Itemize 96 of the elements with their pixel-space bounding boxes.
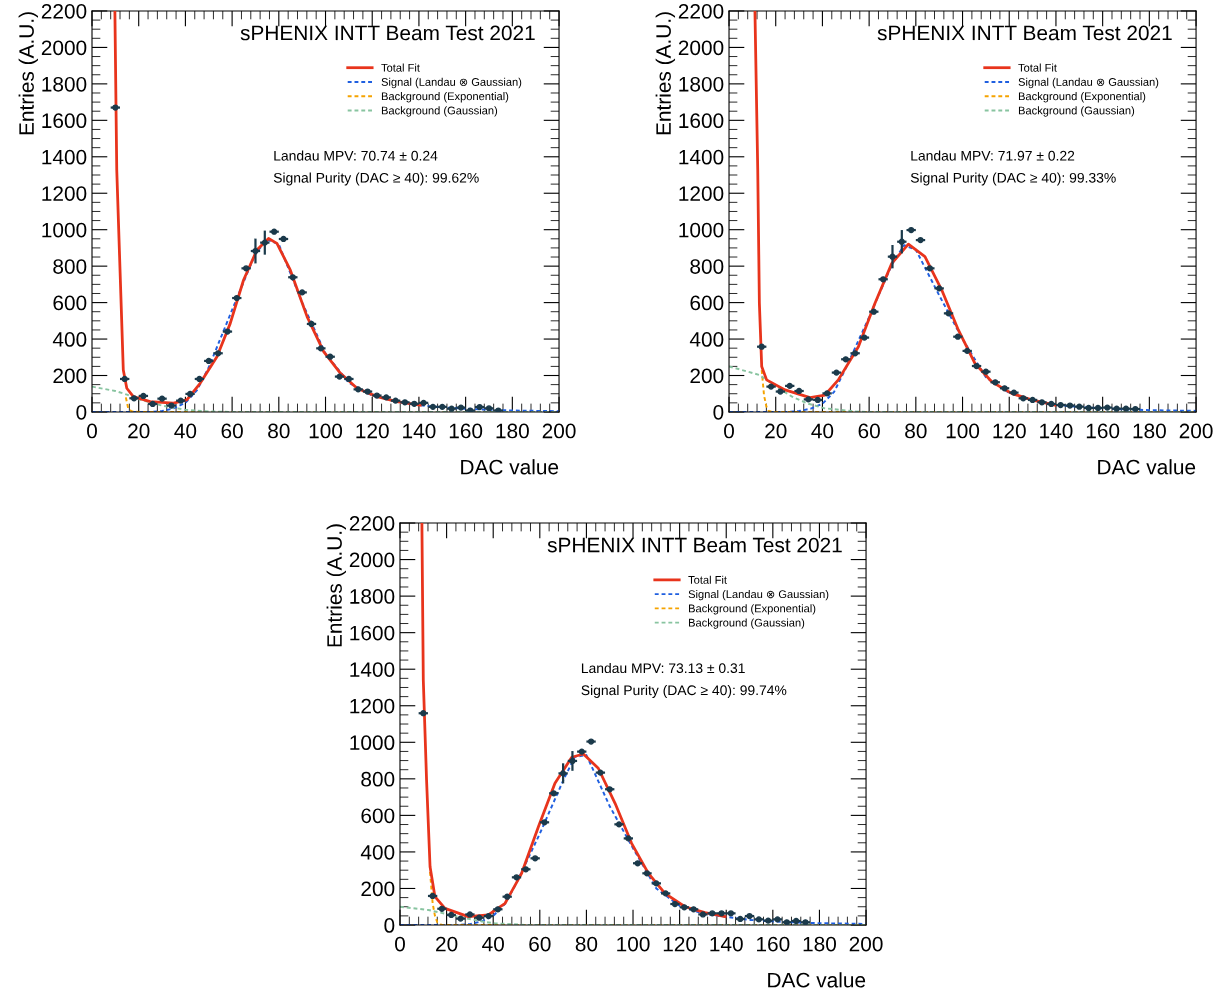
legend-label: Background (Gaussian)	[1018, 106, 1135, 117]
text: sPHENIX INTT Beam Test 2021	[877, 25, 1172, 41]
x-tick-label: 60	[858, 423, 880, 439]
x-tick-label: 200	[542, 423, 576, 439]
y-tick-label: 1000	[679, 222, 724, 238]
x-tick-label: 20	[765, 423, 787, 439]
y-tick-label: 2000	[678, 40, 724, 56]
y-tick-label: 400	[52, 332, 87, 347]
x-axis-title: DAC value	[768, 972, 866, 988]
x-tick-label: 60	[221, 423, 243, 439]
x-tick-label: 120	[356, 423, 389, 439]
x-tick-label: 80	[575, 936, 598, 952]
y-tick-label: 1400	[679, 149, 724, 165]
y-tick-label: 2200	[678, 3, 724, 19]
x-tick-label: 180	[496, 423, 529, 439]
x-tick-label: 80	[268, 423, 290, 439]
y-tick-label: 1800	[350, 589, 395, 604]
legend-label: Signal (Landau ⊗ Gaussian)	[688, 589, 829, 601]
y-tick-label: 1400	[350, 662, 395, 677]
legend-label: Background (Gaussian)	[381, 106, 498, 117]
legend-label: Background (Exponential)	[381, 92, 509, 103]
y-tick-label: 400	[360, 844, 395, 860]
x-tick-label: 20	[128, 423, 150, 439]
x-tick-label: 40	[811, 423, 834, 439]
annotation: Signal Purity (DAC ≥ 40): 99.33%	[910, 172, 1116, 186]
y-tick-label: 0	[713, 404, 724, 420]
x-tick-label: 100	[617, 936, 650, 952]
legend-label: Total Fit	[381, 63, 420, 72]
y-tick-label: 600	[361, 808, 395, 824]
y-tick-label: 1600	[679, 113, 724, 129]
x-tick-label: 180	[803, 936, 836, 952]
y-tick-label: 1600	[42, 113, 87, 129]
y-tick-label: 200	[53, 368, 87, 384]
x-tick-label: 140	[1040, 423, 1073, 439]
y-tick-label: 1800	[42, 76, 87, 92]
annotation: Landau MPV: 70.74 ± 0.24	[274, 150, 438, 161]
y-tick-label: 2000	[349, 552, 395, 568]
x-tick-label: 40	[482, 936, 504, 952]
y-tick-label: 400	[689, 332, 724, 347]
annotation: Signal Purity (DAC ≥ 40): 99.74%	[581, 684, 787, 698]
x-tick-label: 120	[993, 423, 1026, 439]
annotation: Signal Purity (DAC ≥ 40): 99.62%	[273, 172, 479, 186]
legend-label: Signal (Landau ⊗ Gaussian)	[381, 77, 522, 89]
text: sPHENIX INTT Beam Test 2021	[240, 25, 535, 41]
x-tick-label: 80	[905, 423, 927, 439]
y-tick-label: 1000	[42, 222, 87, 238]
y-axis-title: Entries (A.U.)	[326, 524, 347, 647]
y-tick-label: 0	[384, 918, 395, 933]
annotation: Landau MPV: 73.13 ± 0.31	[581, 662, 745, 674]
y-tick-label: 1800	[679, 76, 724, 92]
x-tick-label: 160	[1086, 423, 1120, 439]
x-tick-label: 200	[1179, 423, 1213, 439]
x-axis-title: DAC value	[461, 459, 559, 475]
legend-label: Background (Exponential)	[689, 604, 816, 615]
legend-label: Total Fit	[688, 575, 727, 584]
x-tick-label: 140	[710, 936, 743, 952]
text: sPHENIX INTT Beam Test 2021	[547, 537, 842, 553]
x-tick-label: 100	[946, 423, 980, 439]
y-tick-label: 200	[690, 368, 724, 384]
y-tick-label: 1600	[350, 625, 395, 641]
y-tick-label: 1200	[350, 698, 395, 714]
y-tick-label: 200	[361, 881, 395, 897]
y-tick-label: 800	[53, 259, 87, 274]
x-tick-label: 160	[449, 423, 483, 439]
x-tick-label: 40	[174, 423, 197, 439]
y-tick-label: 2200	[41, 3, 87, 19]
y-tick-label: 1200	[42, 186, 87, 201]
legend-label: Background (Gaussian)	[689, 618, 805, 629]
y-tick-label: 0	[76, 404, 87, 420]
x-tick-label: 120	[663, 936, 697, 952]
legend-label: Total Fit	[1018, 63, 1057, 72]
y-axis-title: Entries (A.U.)	[655, 12, 676, 135]
x-tick-label: 140	[403, 423, 436, 439]
annotation: Landau MPV: 71.97 ± 0.22	[911, 150, 1075, 161]
x-tick-label: 180	[1133, 423, 1166, 439]
y-tick-label: 800	[690, 259, 724, 274]
x-tick-label: 0	[395, 936, 405, 952]
y-tick-label: 1200	[679, 186, 724, 201]
y-tick-label: 1400	[42, 149, 87, 165]
x-tick-label: 20	[436, 936, 458, 952]
y-tick-label: 2000	[41, 40, 87, 56]
legend-label: Signal (Landau ⊗ Gaussian)	[1018, 77, 1159, 89]
x-tick-label: 0	[724, 423, 734, 439]
y-axis-title: Entries (A.U.)	[18, 12, 39, 135]
legend-label: Background (Exponential)	[1018, 92, 1146, 103]
x-tick-label: 0	[87, 423, 97, 439]
y-tick-label: 800	[361, 771, 395, 787]
x-axis-title: DAC value	[1098, 459, 1196, 475]
y-tick-label: 600	[53, 295, 87, 311]
x-tick-label: 100	[309, 423, 343, 439]
y-tick-label: 2200	[349, 516, 395, 531]
y-tick-label: 600	[690, 295, 724, 311]
y-tick-label: 1000	[350, 735, 395, 751]
x-tick-label: 60	[529, 936, 551, 952]
x-tick-label: 200	[849, 936, 883, 952]
x-tick-label: 160	[757, 936, 790, 952]
